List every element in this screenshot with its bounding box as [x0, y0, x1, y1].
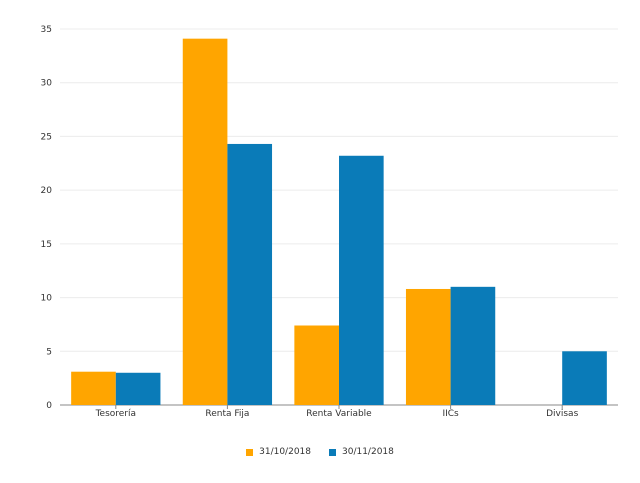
y-tick-label: 15 — [41, 240, 52, 250]
bar-1-0[interactable] — [71, 371, 116, 405]
x-tick-label: IICs — [442, 409, 459, 419]
y-tick-label: 5 — [46, 347, 52, 357]
y-tick-label: 35 — [41, 25, 52, 35]
legend: 31/10/2018 30/11/2018 — [0, 447, 640, 457]
legend-swatch-series-2 — [329, 448, 336, 456]
bar-1-3[interactable] — [405, 288, 451, 405]
bar-2-1[interactable] — [227, 143, 273, 405]
y-tick-label: 25 — [41, 132, 52, 142]
y-tick-label: 20 — [41, 186, 53, 196]
x-tick-label: Tesorería — [95, 409, 136, 419]
legend-label-series-2: 30/11/2018 — [342, 447, 394, 457]
y-tick-label: 0 — [46, 401, 52, 411]
bar-2-0[interactable] — [115, 372, 161, 405]
x-tick-label: Renta Fija — [205, 409, 249, 419]
y-tick-label: 10 — [41, 294, 53, 304]
bar-2-4[interactable] — [562, 351, 607, 405]
legend-item-series-1[interactable]: 31/10/2018 — [246, 447, 311, 457]
legend-label-series-1: 31/10/2018 — [259, 447, 311, 457]
legend-swatch-series-1 — [246, 448, 254, 456]
legend-item-series-2[interactable]: 30/11/2018 — [329, 447, 394, 457]
x-tick-label: Renta Variable — [306, 409, 372, 419]
x-tick-label: Divisas — [546, 409, 578, 419]
bar-1-2[interactable] — [294, 325, 339, 405]
bar-2-3[interactable] — [450, 286, 496, 405]
bar-1-1[interactable] — [182, 38, 228, 405]
y-tick-label: 30 — [41, 79, 53, 89]
bar-2-2[interactable] — [339, 155, 384, 405]
